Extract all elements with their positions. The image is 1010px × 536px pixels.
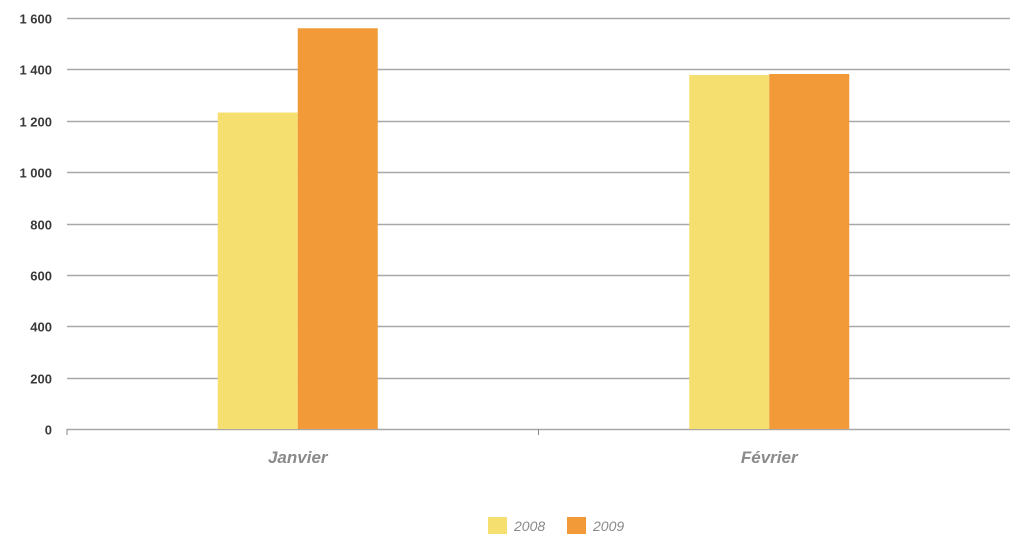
legend-label-2008: 2008 <box>513 518 545 534</box>
y-tick-label: 1 600 <box>19 12 52 27</box>
bar-2009-février <box>769 73 850 429</box>
legend: 2008 2009 <box>488 517 624 534</box>
y-tick-label: 0 <box>45 423 52 438</box>
legend-swatch-2008 <box>488 517 507 534</box>
legend-label-2009: 2009 <box>592 518 624 534</box>
bars <box>217 28 850 430</box>
x-axis: Janvier Février <box>66 429 799 467</box>
y-tick-label: 600 <box>30 269 52 284</box>
y-tick-label: 400 <box>30 320 52 335</box>
bar-2008-février <box>689 75 770 430</box>
y-tick-label: 200 <box>30 372 52 387</box>
x-category-label: Janvier <box>268 448 329 467</box>
y-tick-label: 1 000 <box>19 166 52 181</box>
y-tick-label: 1 200 <box>19 115 52 130</box>
y-axis-ticks: 0 200 400 600 800 1 000 1 200 1 400 1 600 <box>19 12 52 438</box>
bar-2009-janvier <box>297 28 378 430</box>
x-category-label: Février <box>741 448 799 467</box>
y-tick-label: 1 400 <box>19 63 52 78</box>
grid-lines <box>67 17 1010 431</box>
y-tick-label: 800 <box>30 218 52 233</box>
bar-2008-janvier <box>217 112 298 429</box>
legend-swatch-2009 <box>567 517 586 534</box>
